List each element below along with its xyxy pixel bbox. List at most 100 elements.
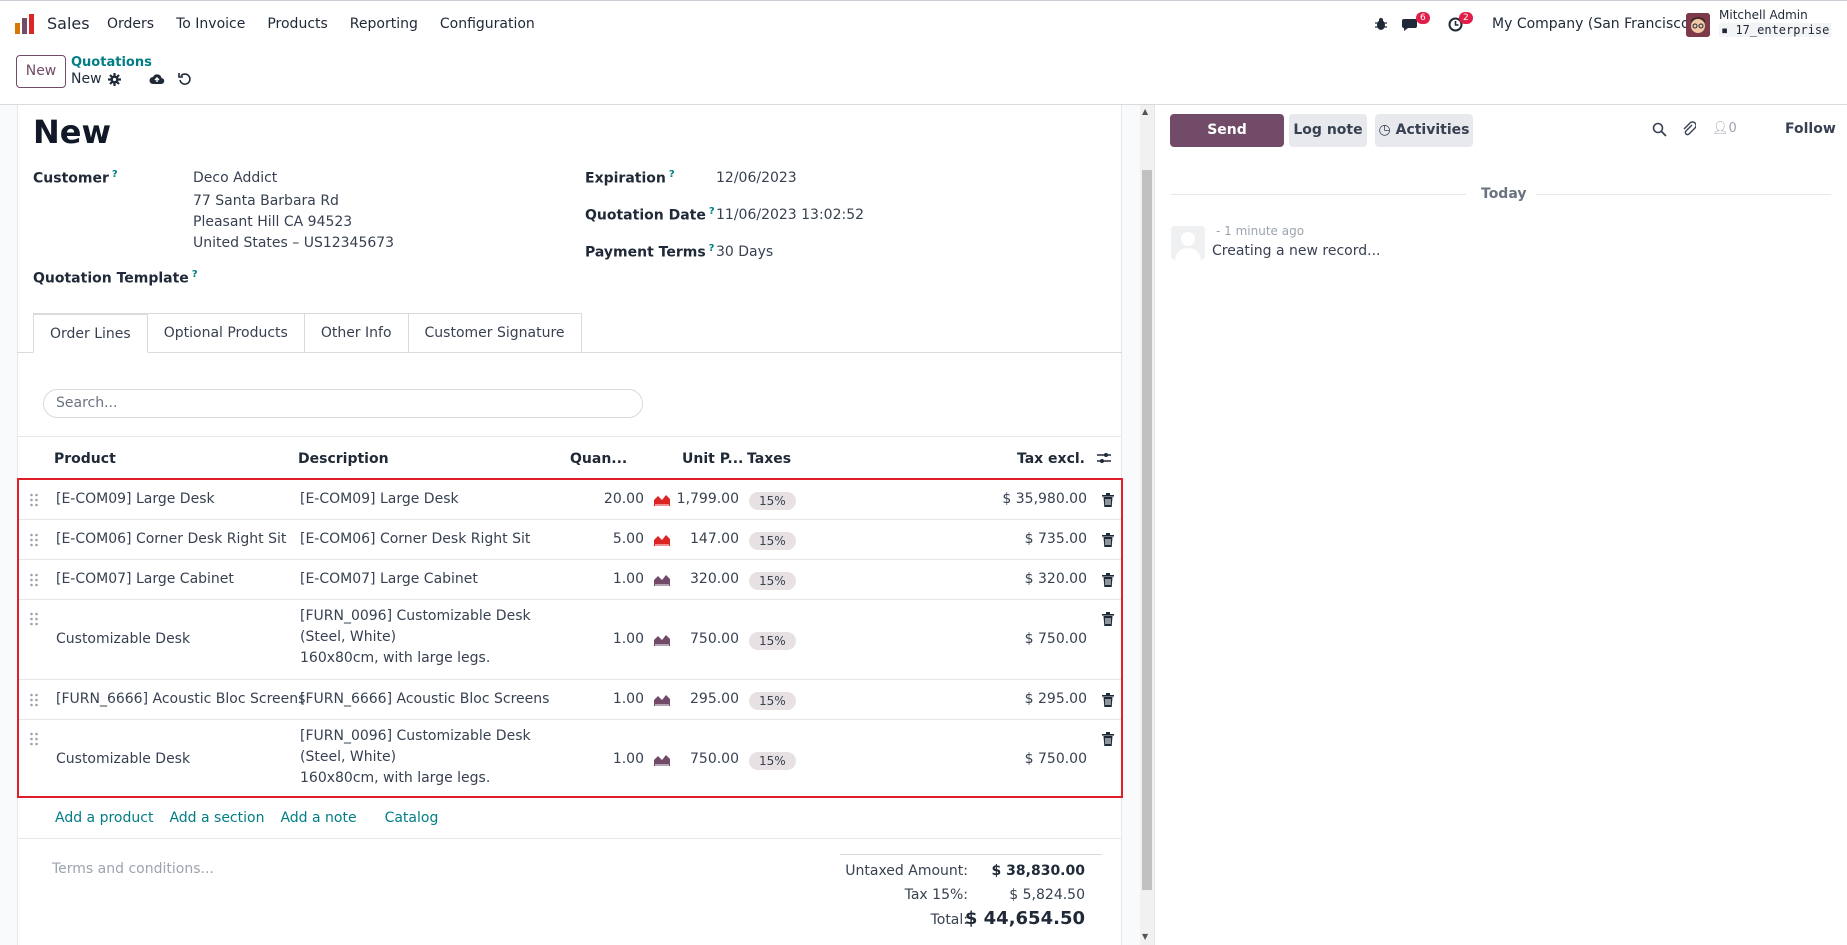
customer-name[interactable]: Deco Addict [193,170,278,186]
col-quantity[interactable]: Quan... [570,451,628,467]
quotation-date-field[interactable]: 11/06/2023 13:02:52 [716,207,865,223]
menu-configuration[interactable]: Configuration [439,16,535,32]
table-row[interactable]: [FURN_6666] Acoustic Bloc Screens [FURN_6… [19,680,1121,720]
line-product[interactable]: [E-COM06] Corner Desk Right Sit [56,531,287,547]
line-unit-price[interactable]: 295.00 [690,691,739,707]
scroll-up-icon[interactable]: ▲ [1142,107,1149,116]
forecast-chart-icon[interactable] [654,494,670,506]
tab-customer-signature[interactable]: Customer Signature [408,313,582,353]
scroll-down-icon[interactable]: ▼ [1142,932,1149,941]
line-description[interactable]: (Steel, White) [300,749,397,765]
bug-icon[interactable] [1374,17,1388,31]
line-description[interactable]: [FURN_6666] Acoustic Bloc Screens [300,691,550,707]
col-tax-excl[interactable]: Tax excl. [1016,451,1085,467]
trash-icon[interactable] [1102,732,1114,746]
forecast-chart-icon[interactable] [654,754,670,766]
line-description[interactable]: 160x80cm, with large legs. [300,650,491,666]
table-row[interactable]: [E-COM09] Large Desk [E-COM09] Large Desk… [19,480,1121,520]
search-icon[interactable] [1652,122,1667,137]
messages-icon[interactable] [1402,17,1420,32]
line-product[interactable]: [FURN_6666] Acoustic Bloc Screens [56,691,306,707]
expiration-field[interactable]: 12/06/2023 [716,170,797,186]
add-section-link[interactable]: Add a section [169,810,265,826]
optional-columns-icon[interactable] [1097,452,1111,464]
help-mark[interactable]: ? [708,243,715,254]
tax-badge[interactable]: 15% [749,632,796,650]
drag-handle-icon[interactable] [29,493,39,507]
breadcrumb-quotations[interactable]: Quotations [71,55,152,70]
menu-orders[interactable]: Orders [107,16,155,32]
line-quantity[interactable]: 1.00 [612,691,644,707]
drag-handle-icon[interactable] [29,732,39,746]
trash-icon[interactable] [1102,693,1114,707]
cloud-upload-icon[interactable] [149,72,165,85]
log-note-button[interactable]: Log note [1289,114,1367,147]
drag-handle-icon[interactable] [29,573,39,587]
followers-button[interactable]: 👤︎0 [1712,121,1737,136]
line-product[interactable]: [E-COM09] Large Desk [56,491,215,507]
line-product[interactable]: Customizable Desk [56,631,191,647]
user-avatar[interactable] [1686,13,1710,37]
tax-badge[interactable]: 15% [749,572,796,590]
activities-button[interactable]: ◷ Activities [1375,114,1473,147]
catalog-link[interactable]: Catalog [384,810,439,826]
form-scrollbar-thumb[interactable] [1142,170,1152,890]
tab-other-info[interactable]: Other Info [304,313,409,353]
line-description[interactable]: [E-COM06] Corner Desk Right Sit [300,531,531,547]
app-name[interactable]: Sales [47,14,90,33]
line-quantity[interactable]: 1.00 [612,631,644,647]
forecast-chart-icon[interactable] [654,634,670,646]
line-product[interactable]: [E-COM07] Large Cabinet [56,571,234,587]
line-product[interactable]: Customizable Desk [56,751,191,767]
follow-button[interactable]: Follow [1785,121,1836,137]
discard-changes-icon[interactable] [178,72,192,86]
help-mark[interactable]: ? [708,206,715,217]
send-message-button[interactable]: Send message [1170,114,1284,171]
drag-handle-icon[interactable] [29,533,39,547]
gear-icon[interactable] [108,73,121,86]
drag-handle-icon[interactable] [29,693,39,707]
trash-icon[interactable] [1102,612,1114,626]
trash-icon[interactable] [1102,493,1114,507]
line-description[interactable]: [FURN_0096] Customizable Desk [300,608,531,624]
line-description[interactable]: (Steel, White) [300,629,397,645]
col-unit-price[interactable]: Unit P... [682,451,744,467]
tab-optional-products[interactable]: Optional Products [147,313,305,353]
add-note-link[interactable]: Add a note [280,810,357,826]
tax-badge[interactable]: 15% [749,692,796,710]
line-unit-price[interactable]: 1,799.00 [676,491,739,507]
payment-terms-field[interactable]: 30 Days [716,244,774,260]
new-button[interactable]: New [16,55,66,88]
line-quantity[interactable]: 20.00 [603,491,644,507]
menu-to-invoice[interactable]: To Invoice [176,16,246,32]
tax-badge[interactable]: 15% [749,492,796,510]
forecast-chart-icon[interactable] [654,574,670,586]
add-product-link[interactable]: Add a product [55,810,154,826]
help-mark[interactable]: ? [191,269,198,280]
line-unit-price[interactable]: 147.00 [690,531,739,547]
line-description[interactable]: 160x80cm, with large legs. [300,770,491,786]
tax-badge[interactable]: 15% [749,532,796,550]
drag-handle-icon[interactable] [29,612,39,626]
line-unit-price[interactable]: 320.00 [690,571,739,587]
menu-products[interactable]: Products [267,16,328,32]
forecast-chart-icon[interactable] [654,694,670,706]
tab-order-lines[interactable]: Order Lines [33,313,148,353]
line-quantity[interactable]: 5.00 [612,531,644,547]
line-quantity[interactable]: 1.00 [612,571,644,587]
line-quantity[interactable]: 1.00 [612,751,644,767]
table-row[interactable]: [E-COM06] Corner Desk Right Sit [E-COM06]… [19,520,1121,560]
help-mark[interactable]: ? [668,169,675,180]
col-description[interactable]: Description [298,451,389,467]
terms-and-conditions-field[interactable]: Terms and conditions... [52,861,214,877]
forecast-chart-icon[interactable] [654,534,670,546]
col-taxes[interactable]: Taxes [747,451,792,467]
order-lines-search-input[interactable]: Search... [43,389,643,418]
paperclip-icon[interactable] [1682,121,1696,137]
sales-app-icon[interactable] [14,13,36,35]
table-row[interactable]: Customizable Desk [FURN_0096] Customizabl… [19,720,1121,800]
tax-badge[interactable]: 15% [749,752,796,770]
help-mark[interactable]: ? [111,169,118,180]
company-switcher[interactable]: My Company (San Francisco) [1492,16,1695,32]
user-name[interactable]: Mitchell Admin [1719,8,1808,22]
